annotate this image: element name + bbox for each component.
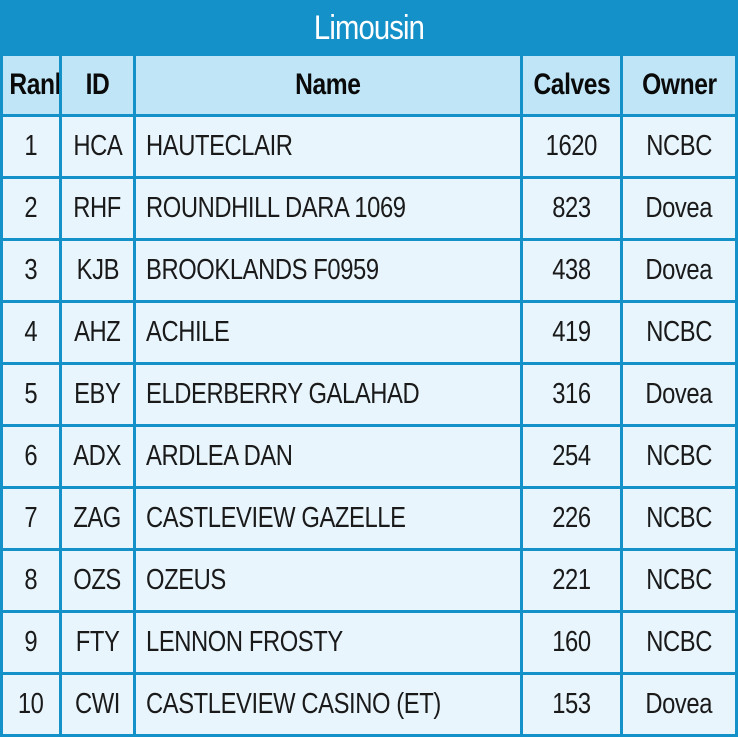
cell-calves: 160	[523, 613, 623, 675]
cell-id: ZAG	[62, 489, 136, 551]
cell-id: HCA	[62, 117, 136, 179]
column-header-owner: Owner	[623, 56, 738, 117]
cell-calves: 1620	[523, 117, 623, 179]
cell-owner: NCBC	[623, 117, 738, 179]
table-row: 10 CWI CASTLEVIEW CASINO (ET) 153 Dovea	[0, 675, 738, 737]
table-row: 6 ADX ARDLEA DAN 254 NCBC	[0, 427, 738, 489]
table-row: 7 ZAG CASTLEVIEW GAZELLE 226 NCBC	[0, 489, 738, 551]
cell-calves: 316	[523, 365, 623, 427]
cell-rank: 5	[0, 365, 62, 427]
table-row: 3 KJB BROOKLANDS F0959 438 Dovea	[0, 241, 738, 303]
cell-rank: 2	[0, 179, 62, 241]
cell-id: FTY	[62, 613, 136, 675]
cell-calves: 438	[523, 241, 623, 303]
cell-owner: NCBC	[623, 427, 738, 489]
cell-rank: 10	[0, 675, 62, 737]
column-header-calves: Calves	[523, 56, 623, 117]
cell-owner: NCBC	[623, 303, 738, 365]
cell-name: ROUNDHILL DARA 1069	[136, 179, 523, 241]
table-row: 5 EBY ELDERBERRY GALAHAD 316 Dovea	[0, 365, 738, 427]
column-header-id: ID	[62, 56, 136, 117]
cell-id: CWI	[62, 675, 136, 737]
table-row: 8 OZS OZEUS 221 NCBC	[0, 551, 738, 613]
header-row: Rank ID Name Calves Owner	[0, 56, 738, 117]
table-row: 1 HCA HAUTECLAIR 1620 NCBC	[0, 117, 738, 179]
cell-id: EBY	[62, 365, 136, 427]
cell-name: LENNON FROSTY	[136, 613, 523, 675]
cell-id: OZS	[62, 551, 136, 613]
cell-calves: 221	[523, 551, 623, 613]
cell-calves: 153	[523, 675, 623, 737]
cell-owner: NCBC	[623, 489, 738, 551]
cell-rank: 4	[0, 303, 62, 365]
cell-name: HAUTECLAIR	[136, 117, 523, 179]
cell-name: CASTLEVIEW CASINO (ET)	[136, 675, 523, 737]
cell-calves: 226	[523, 489, 623, 551]
cell-rank: 6	[0, 427, 62, 489]
cell-calves: 254	[523, 427, 623, 489]
column-header-rank: Rank	[0, 56, 62, 117]
cell-name: CASTLEVIEW GAZELLE	[136, 489, 523, 551]
cell-id: AHZ	[62, 303, 136, 365]
cell-owner: NCBC	[623, 613, 738, 675]
cell-id: KJB	[62, 241, 136, 303]
cell-name: ACHILE	[136, 303, 523, 365]
table-row: 4 AHZ ACHILE 419 NCBC	[0, 303, 738, 365]
cell-name: BROOKLANDS F0959	[136, 241, 523, 303]
cell-owner: Dovea	[623, 675, 738, 737]
cell-rank: 8	[0, 551, 62, 613]
cell-calves: 823	[523, 179, 623, 241]
cell-name: ARDLEA DAN	[136, 427, 523, 489]
cell-owner: Dovea	[623, 179, 738, 241]
ranking-table: Rank ID Name Calves Owner 1HCAHAUTECLAIR…	[0, 56, 738, 737]
column-header-name: Name	[136, 56, 523, 117]
cell-rank: 7	[0, 489, 62, 551]
cell-owner: Dovea	[623, 365, 738, 427]
table-title: Limousin	[313, 8, 425, 47]
table-row: 9 FTY LENNON FROSTY 160 NCBC	[0, 613, 738, 675]
cell-id: RHF	[62, 179, 136, 241]
cell-rank: 1	[0, 117, 62, 179]
table-row: 2 RHF ROUNDHILL DARA 1069 823 Dovea	[0, 179, 738, 241]
cell-rank: 9	[0, 613, 62, 675]
cell-calves: 419	[523, 303, 623, 365]
cell-id: ADX	[62, 427, 136, 489]
cell-name: ELDERBERRY GALAHAD	[136, 365, 523, 427]
cell-name: OZEUS	[136, 551, 523, 613]
cell-owner: NCBC	[623, 551, 738, 613]
cell-rank: 3	[0, 241, 62, 303]
cell-owner: Dovea	[623, 241, 738, 303]
